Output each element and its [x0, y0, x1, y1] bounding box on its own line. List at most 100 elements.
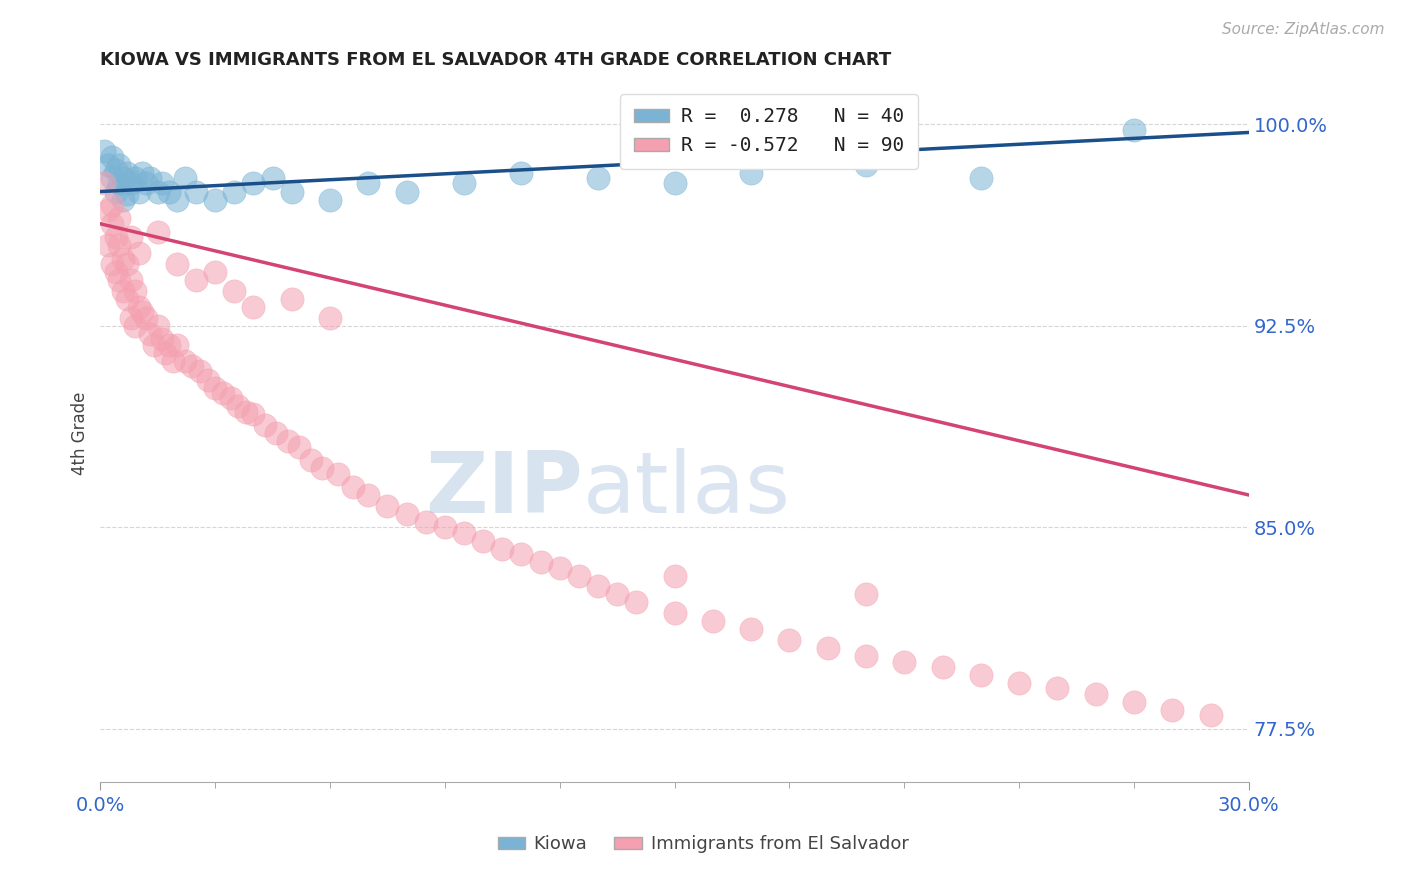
Point [702, 614, 724, 628]
Point [970, 668, 993, 682]
Point [166, 257, 188, 271]
Point [664, 568, 686, 582]
Point [357, 177, 380, 191]
Point [146, 318, 169, 333]
Point [242, 408, 264, 422]
Point [173, 171, 195, 186]
Point [131, 305, 153, 319]
Point [104, 230, 127, 244]
Point [242, 177, 264, 191]
Point [235, 405, 257, 419]
Point [530, 555, 553, 569]
Point [510, 166, 533, 180]
Point [1199, 708, 1222, 723]
Point [104, 265, 127, 279]
Point [204, 265, 226, 279]
Text: atlas: atlas [582, 448, 790, 531]
Point [212, 386, 235, 401]
Point [120, 177, 142, 191]
Text: KIOWA VS IMMIGRANTS FROM EL SALVADOR 4TH GRADE CORRELATION CHART: KIOWA VS IMMIGRANTS FROM EL SALVADOR 4TH… [100, 51, 891, 69]
Text: Source: ZipAtlas.com: Source: ZipAtlas.com [1222, 22, 1385, 37]
Point [101, 198, 124, 212]
Point [108, 158, 131, 172]
Point [184, 185, 207, 199]
Point [197, 372, 219, 386]
Point [97, 238, 120, 252]
Point [664, 177, 686, 191]
Point [817, 641, 839, 656]
Point [415, 515, 437, 529]
Point [115, 166, 138, 180]
Point [112, 171, 135, 186]
Point [586, 579, 609, 593]
Point [139, 171, 162, 186]
Point [1008, 676, 1031, 690]
Point [204, 193, 226, 207]
Point [97, 203, 120, 218]
Point [472, 533, 495, 548]
Point [319, 310, 342, 325]
Point [433, 520, 456, 534]
Point [242, 300, 264, 314]
Point [188, 364, 211, 378]
Point [1123, 695, 1146, 709]
Y-axis label: 4th Grade: 4th Grade [72, 392, 89, 475]
Point [162, 353, 184, 368]
Legend: Kiowa, Immigrants from El Salvador: Kiowa, Immigrants from El Salvador [491, 829, 915, 861]
Point [224, 185, 246, 199]
Point [166, 337, 188, 351]
Point [108, 238, 131, 252]
Point [155, 345, 177, 359]
Point [342, 480, 364, 494]
Point [135, 310, 157, 325]
Point [606, 587, 628, 601]
Point [115, 187, 138, 202]
Point [970, 171, 993, 186]
Point [281, 185, 304, 199]
Point [626, 595, 648, 609]
Point [146, 225, 169, 239]
Point [184, 273, 207, 287]
Point [740, 166, 762, 180]
Text: ZIP: ZIP [425, 448, 582, 531]
Point [277, 434, 299, 449]
Point [104, 163, 127, 178]
Point [101, 171, 124, 186]
Point [131, 166, 153, 180]
Point [120, 273, 142, 287]
Point [204, 381, 226, 395]
Point [855, 587, 877, 601]
Point [664, 606, 686, 620]
Point [740, 622, 762, 636]
Point [226, 400, 249, 414]
Legend: R =  0.278   N = 40, R = -0.572   N = 90: R = 0.278 N = 40, R = -0.572 N = 90 [620, 94, 918, 169]
Point [224, 284, 246, 298]
Point [453, 525, 475, 540]
Point [281, 292, 304, 306]
Point [266, 426, 288, 441]
Point [931, 660, 953, 674]
Point [93, 145, 115, 159]
Point [1046, 681, 1069, 696]
Point [128, 246, 150, 260]
Point [128, 185, 150, 199]
Point [112, 252, 135, 266]
Point [453, 177, 475, 191]
Point [568, 568, 591, 582]
Point [124, 171, 146, 186]
Point [97, 158, 120, 172]
Point [112, 193, 135, 207]
Point [108, 211, 131, 226]
Point [150, 177, 173, 191]
Point [120, 230, 142, 244]
Point [157, 185, 180, 199]
Point [108, 177, 131, 191]
Point [299, 453, 322, 467]
Point [510, 547, 533, 561]
Point [150, 332, 173, 346]
Point [491, 541, 513, 556]
Point [139, 326, 162, 341]
Point [1084, 687, 1107, 701]
Point [319, 193, 342, 207]
Point [166, 193, 188, 207]
